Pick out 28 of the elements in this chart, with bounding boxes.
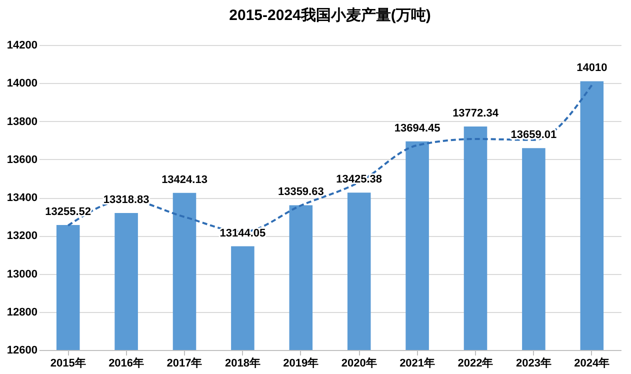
y-tick-label: 13200 (6, 230, 38, 242)
y-tick-label: 13800 (6, 116, 38, 128)
x-tick-label: 2015年 (50, 356, 86, 370)
y-tick-label: 12600 (6, 344, 38, 356)
data-label: 13144.05 (220, 227, 266, 240)
x-tick-label: 2023年 (516, 356, 552, 370)
x-tick-label: 2017年 (166, 356, 202, 370)
x-tick-label: 2016年 (108, 356, 144, 370)
y-tick-label: 12800 (6, 306, 38, 318)
data-label: 13318.83 (103, 194, 150, 206)
y-tick-label: 13600 (6, 154, 38, 166)
x-tick-label: 2019年 (283, 356, 319, 370)
y-tick-label: 14200 (6, 40, 38, 52)
data-label: 13772.34 (452, 108, 500, 120)
chart-title: 2015-2024我国小麦产量(万吨) (229, 7, 431, 24)
x-tick-label: 2020年 (341, 356, 377, 370)
x-tick-label: 2022年 (458, 356, 494, 370)
data-label: 13424.13 (162, 174, 208, 186)
data-label: 14010 (576, 62, 608, 74)
y-tick-label: 13400 (6, 192, 38, 204)
data-label: 13255.52 (45, 206, 92, 218)
x-tick-label: 2018年 (224, 356, 260, 370)
x-tick-label: 2024年 (574, 356, 610, 370)
data-label: 13359.63 (278, 186, 324, 198)
y-tick-label: 14000 (6, 78, 38, 90)
data-label: 13694.45 (394, 122, 440, 134)
y-tick-label: 13000 (6, 268, 38, 280)
x-tick-label: 2021年 (400, 356, 436, 370)
